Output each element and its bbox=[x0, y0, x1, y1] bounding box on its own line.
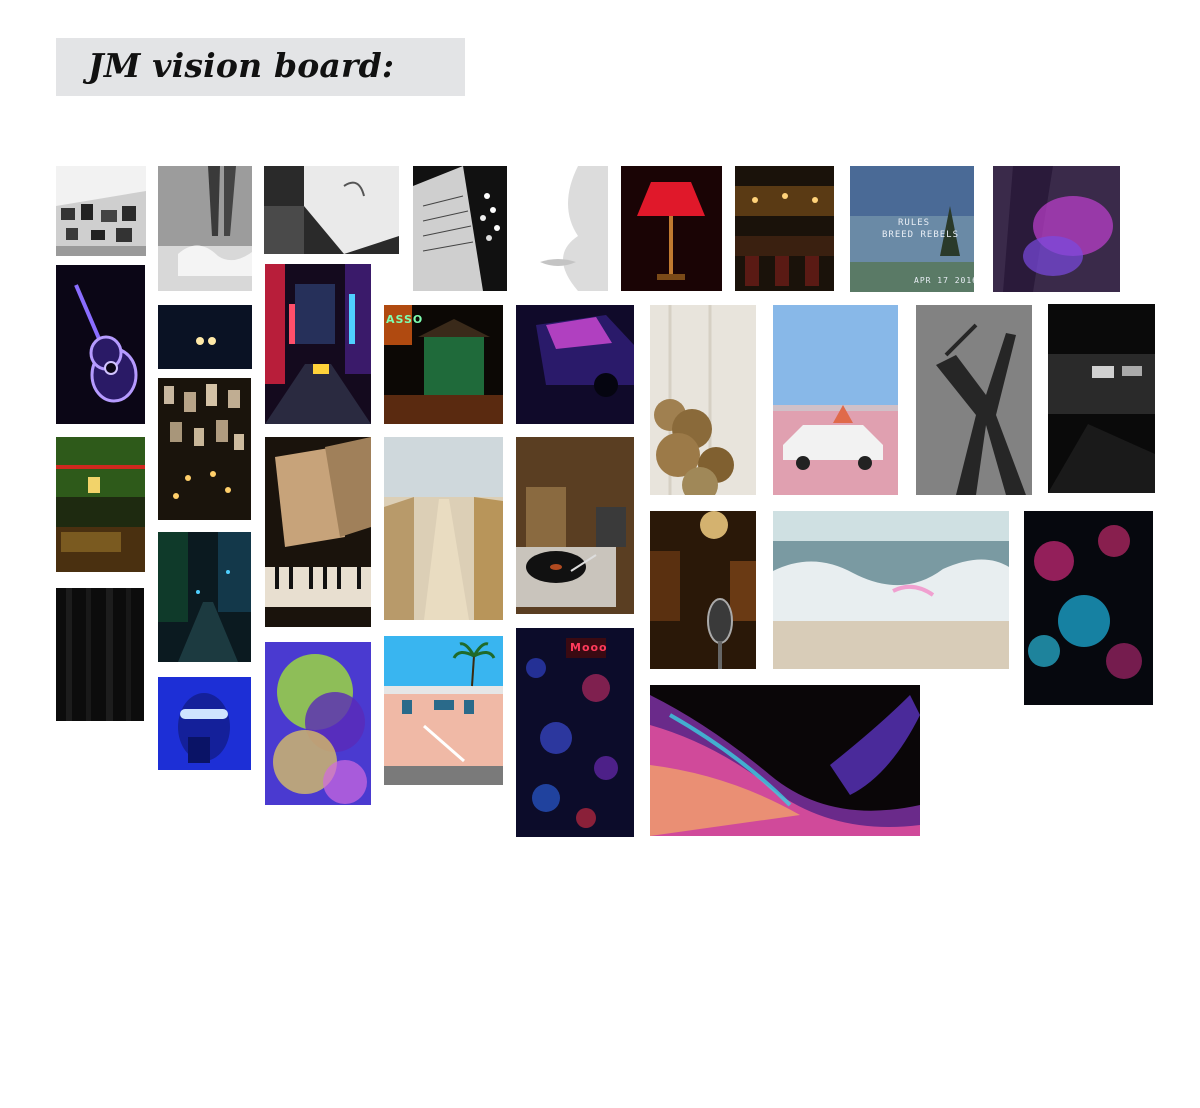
purple-car-tile bbox=[516, 305, 634, 424]
rules-breed-rebels-poster-tile: RULES BREED REBELS APR 17 2016 bbox=[850, 166, 974, 292]
neon-motel-night-tile: ASSO bbox=[384, 305, 503, 424]
paper-sketch-tile bbox=[264, 166, 399, 254]
dried-flowers-tile bbox=[650, 305, 756, 495]
title-banner: JM vision board: bbox=[56, 38, 465, 96]
vintage-microphone-tile bbox=[650, 511, 756, 669]
gallery-photo-tile bbox=[56, 166, 146, 256]
convertible-beach-tile bbox=[773, 305, 898, 495]
sheet-music-bokeh-tile bbox=[413, 166, 507, 291]
blue-street-tile bbox=[158, 532, 251, 662]
poster-caption-line2: BREED REBELS bbox=[882, 230, 960, 240]
psychedelic-face-tile bbox=[265, 642, 371, 805]
dark-bar-tile bbox=[735, 166, 834, 291]
piano-sheet-music-tile bbox=[265, 437, 371, 627]
neon-rain-glass-tile bbox=[1024, 511, 1153, 705]
green-lamp-room-tile bbox=[56, 437, 145, 572]
subway-train-tile bbox=[1048, 304, 1155, 493]
iridescent-fabric-tile bbox=[650, 685, 920, 836]
neon-guitar-tile bbox=[56, 265, 145, 424]
blue-sunglasses-portrait-tile bbox=[158, 677, 251, 770]
beach-legs-tile bbox=[158, 166, 252, 291]
white-face-tile bbox=[518, 166, 608, 291]
purple-puddle-tile bbox=[993, 166, 1120, 292]
crossed-hands-tile bbox=[916, 305, 1032, 495]
record-player-tile bbox=[516, 437, 634, 614]
beach-path-tile bbox=[384, 437, 503, 620]
black-curtain-tile bbox=[56, 588, 144, 721]
pink-motel-tile bbox=[384, 636, 503, 785]
alley-sign-text: Mooo bbox=[570, 641, 608, 654]
hanging-lights-tile bbox=[158, 378, 251, 520]
neon-city-street-tile bbox=[265, 264, 371, 424]
red-lamp-tile bbox=[621, 166, 722, 291]
night-lights-tile bbox=[158, 305, 252, 369]
ocean-wave-tile bbox=[773, 511, 1009, 669]
poster-caption-line1: RULES bbox=[898, 218, 931, 228]
board-title: JM vision board: bbox=[88, 46, 395, 85]
poster-caption-date: APR 17 2016 bbox=[914, 276, 974, 285]
motel-sign-text: ASSO bbox=[386, 313, 424, 326]
neon-rain-alley-tile: Mooo bbox=[516, 628, 634, 837]
